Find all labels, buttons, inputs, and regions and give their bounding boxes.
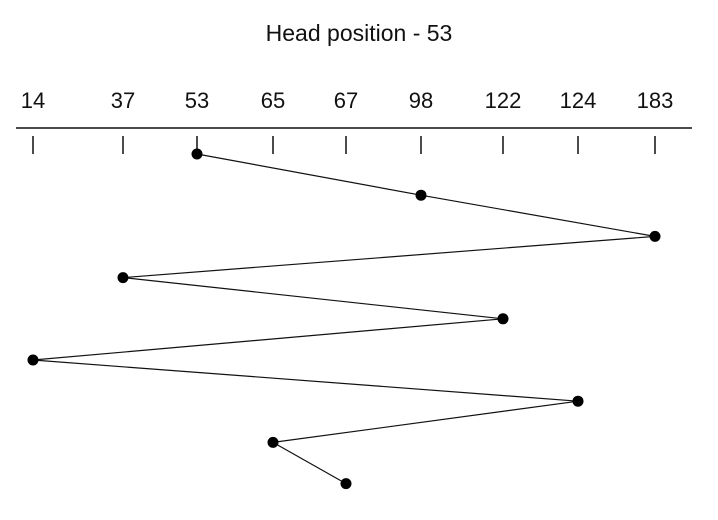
tick-label-98: 98 [409,88,433,113]
head-point-3-183 [649,230,661,242]
axis-ticks: 14 37 53 65 67 98 122 124 183 [21,88,674,154]
tick-label-122: 122 [485,88,522,113]
head-point-5-122 [497,313,509,325]
diagram-title: Head position - 53 [265,20,453,46]
head-point-1-53 [191,148,203,160]
head-points [27,148,661,490]
head-point-6-14 [27,354,39,366]
path-segment-7 [272,400,579,443]
tick-label-65: 65 [261,88,285,113]
path-segment-8 [272,441,347,485]
path-segment-1 [196,153,422,196]
path-segment-5 [32,318,504,361]
path-segment-2 [420,194,656,237]
path-segment-3 [122,235,656,279]
head-point-2-98 [415,189,427,201]
head-point-4-37 [117,272,129,284]
tick-label-37: 37 [111,88,135,113]
tick-label-183: 183 [637,88,674,113]
head-point-7-124 [572,395,584,407]
path-segment-4 [122,277,504,320]
tick-label-53: 53 [185,88,209,113]
head-point-8-65 [267,436,279,448]
head-point-9-67 [340,478,352,490]
tick-label-124: 124 [560,88,597,113]
head-path [32,153,656,485]
path-segment-6 [32,359,579,402]
tick-label-67: 67 [334,88,358,113]
tick-label-14: 14 [21,88,45,113]
